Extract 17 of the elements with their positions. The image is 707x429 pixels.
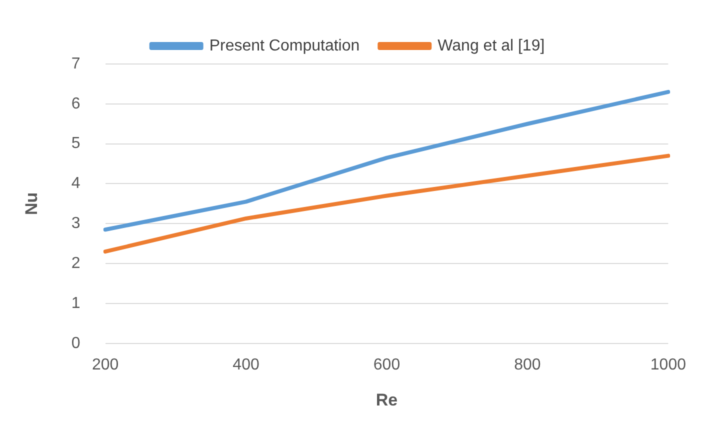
y-tick-label: 4	[71, 175, 80, 192]
x-tick-label: 600	[373, 356, 400, 374]
x-tick-label: 800	[514, 356, 541, 374]
x-tick-label: 1000	[650, 356, 686, 374]
y-tick-label: 5	[71, 135, 80, 152]
legend-label: Present Computation	[209, 37, 360, 54]
x-tick-label: 200	[92, 356, 119, 374]
y-tick-label: 0	[71, 334, 80, 352]
y-tick-label: 1	[71, 294, 80, 312]
y-tick-label: 6	[71, 95, 80, 112]
legend-label: Wang et al [19]	[438, 37, 545, 54]
y-tick-label: 3	[71, 215, 80, 232]
y-tick-label: 7	[71, 55, 80, 72]
x-axis-title: Re	[376, 390, 398, 410]
y-axis-title: Nu	[22, 192, 41, 216]
y-tick-label: 2	[71, 254, 80, 272]
x-tick-label: 400	[232, 356, 260, 374]
